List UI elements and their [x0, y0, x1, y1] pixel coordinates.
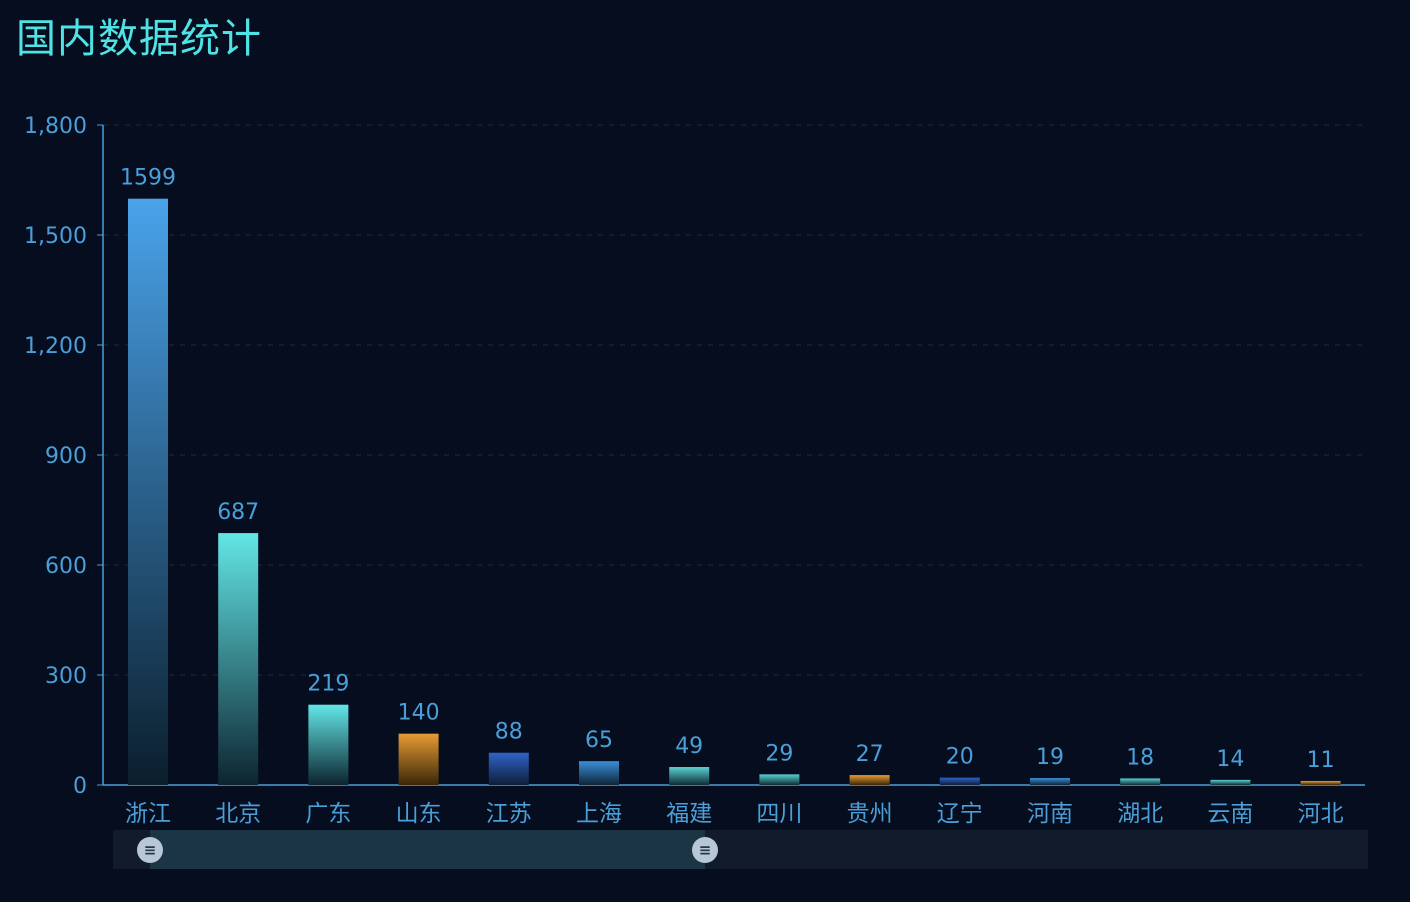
data-label: 27	[856, 742, 884, 767]
data-label: 687	[217, 500, 259, 525]
y-tick-label: 300	[45, 664, 87, 689]
bar-0	[128, 198, 168, 785]
y-tick-label: 600	[45, 554, 87, 579]
zoom-end-handle[interactable]: ≡	[692, 837, 718, 863]
x-tick-label: 浙江	[125, 801, 171, 827]
bar-2	[308, 704, 349, 785]
x-tick-label: 山东	[396, 801, 442, 827]
bar-7	[759, 774, 800, 785]
x-tick-label: 辽宁	[937, 801, 983, 827]
data-label: 65	[585, 728, 613, 753]
bar-3	[398, 733, 439, 785]
data-label: 19	[1036, 745, 1064, 770]
bar-5	[579, 761, 619, 785]
data-label: 49	[675, 734, 703, 759]
y-tick-label: 900	[45, 444, 87, 469]
data-label: 88	[495, 720, 523, 745]
y-tick-label: 1,500	[24, 224, 87, 249]
zoom-start-handle[interactable]: ≡	[137, 837, 163, 863]
bar-13	[1300, 780, 1341, 785]
y-tick-label: 1,200	[24, 334, 87, 359]
bar-6	[669, 767, 710, 785]
y-tick-label: 1,800	[24, 114, 87, 139]
bar-11	[1120, 778, 1161, 785]
bars	[128, 198, 1341, 785]
x-tick-label: 河南	[1027, 801, 1073, 827]
data-label: 18	[1126, 745, 1154, 770]
bar-12	[1210, 779, 1251, 785]
bar-9	[939, 777, 980, 785]
labels: 0 300 600 900 1,200 1,500 1,800 1599 浙江 687 北京 219 广…	[24, 114, 1344, 827]
x-tick-label: 四川	[756, 801, 802, 827]
x-tick-label: 上海	[576, 801, 622, 827]
data-label: 219	[307, 672, 349, 697]
zoom-window[interactable]	[150, 830, 705, 869]
grid-lines	[103, 124, 1362, 676]
bar-10	[1030, 778, 1070, 785]
x-tick-label: 河北	[1298, 801, 1344, 827]
data-label: 29	[765, 741, 793, 766]
x-tick-label: 广东	[305, 801, 351, 827]
bar-4	[488, 752, 529, 785]
data-label: 11	[1307, 748, 1335, 773]
x-tick-label: 福建	[666, 801, 712, 827]
bar-1	[218, 533, 259, 785]
x-tick-label: 贵州	[847, 801, 893, 827]
x-tick-label: 云南	[1207, 801, 1253, 827]
x-tick-label: 江苏	[486, 801, 532, 827]
x-tick-label: 湖北	[1117, 801, 1163, 827]
data-label: 14	[1216, 747, 1244, 772]
data-label: 20	[946, 745, 974, 770]
bar-chart: 0 300 600 900 1,200 1,500 1,800 1599 浙江 687 北京 219 广…	[24, 114, 1365, 827]
data-label: 1599	[120, 166, 176, 191]
data-label: 140	[398, 701, 440, 726]
data-zoom-slider[interactable]: ≡ ≡	[113, 830, 1368, 869]
x-tick-label: 北京	[215, 801, 261, 827]
bar-8	[849, 775, 890, 785]
y-tick-label: 0	[73, 774, 87, 799]
chart-title: 国内数据统计	[16, 16, 262, 62]
